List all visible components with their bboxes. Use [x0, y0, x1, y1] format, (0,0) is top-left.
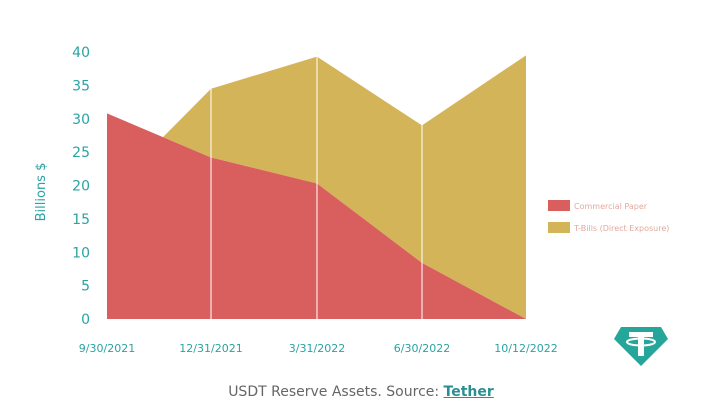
y-tick-label: 30 [72, 112, 90, 128]
y-tick-label: 15 [72, 212, 90, 228]
chart: 0 5 10 15 20 25 30 35 40 9/30/2021 12/31/2021 3/31… [34, 45, 669, 366]
y-tick-label: 20 [72, 179, 90, 195]
y-axis-label: Billions $ [34, 163, 49, 222]
y-tick-label: 5 [81, 279, 90, 295]
x-tick-label: 10/12/2022 [494, 342, 557, 355]
y-tick-label: 25 [72, 145, 90, 161]
caption-text: USDT Reserve Assets. Source: [228, 384, 440, 400]
legend-swatch [548, 200, 570, 211]
legend-label: Commercial Paper [574, 202, 648, 211]
x-tick-label: 9/30/2021 [79, 342, 135, 355]
legend-swatch [548, 222, 570, 233]
legend-label: T-Bills (Direct Exposure) [573, 224, 669, 233]
y-axis-ticks: 0 5 10 15 20 25 30 35 40 [72, 45, 90, 328]
chart-legend: Commercial Paper T-Bills (Direct Exposure… [548, 200, 669, 233]
y-tick-label: 35 [72, 78, 90, 94]
y-tick-label: 40 [72, 45, 90, 61]
y-tick-label: 0 [81, 312, 90, 328]
tether-logo-icon [614, 327, 668, 366]
x-axis-ticks: 9/30/2021 12/31/2021 3/31/2022 6/30/2022 10/… [79, 342, 558, 355]
x-tick-label: 3/31/2022 [289, 342, 345, 355]
x-tick-label: 12/31/2021 [179, 342, 242, 355]
y-tick-label: 10 [72, 245, 90, 261]
series-area-t-bills [163, 55, 526, 320]
x-tick-label: 6/30/2022 [394, 342, 450, 355]
source-link[interactable]: Tether [443, 384, 494, 400]
chart-caption: USDT Reserve Assets. Source: Tether [0, 384, 722, 400]
chart-gridlines [210, 52, 423, 319]
